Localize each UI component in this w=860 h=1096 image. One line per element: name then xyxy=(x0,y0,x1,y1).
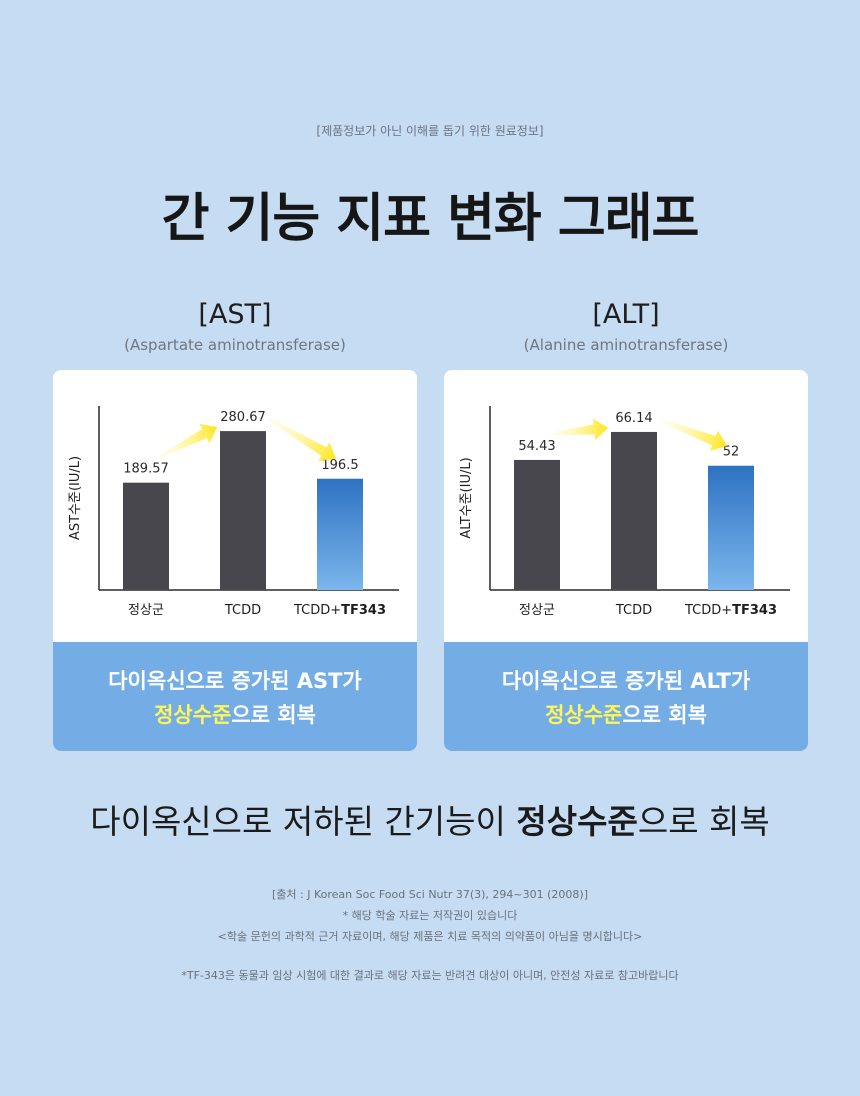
ast-caption-rest: 으로 회복 xyxy=(231,703,316,727)
alt-trend-arrow-down xyxy=(659,418,727,451)
alt-category-label-2: TCDD xyxy=(615,603,652,618)
alt-bar-chart: ALT수준(IU/L) 54.43 정상군 66.14 TCDD 52 TCDD+TF343 xyxy=(459,406,790,618)
ast-caption: 다이옥신으로 증가된 AST가 정상수준으로 회복 xyxy=(53,642,417,751)
alt-caption-line1: 다이옥신으로 증가된 ALT가 xyxy=(501,669,751,693)
ast-bar-1 xyxy=(123,482,169,590)
alt-caption-line2: 정상수준으로 회복 xyxy=(444,698,808,732)
ast-category-label-2: TCDD xyxy=(224,603,261,618)
alt-bar-3 xyxy=(708,465,754,590)
ast-caption-line2: 정상수준으로 회복 xyxy=(53,698,417,732)
alt-caption-highlight: 정상수준 xyxy=(545,703,623,727)
alt-value-label-2: 66.14 xyxy=(615,411,652,426)
alt-chart-header: [ALT] (Alanine aminotransferase) xyxy=(444,298,808,354)
alt-label: [ALT] xyxy=(592,299,660,330)
ast-trend-arrow-up xyxy=(159,423,218,459)
alt-y-axis-label: ALT수준(IU/L) xyxy=(459,457,474,538)
alt-trend-arrow-up xyxy=(550,418,608,441)
reference-source: [출처 : J Korean Soc Food Sci Nutr 37(3), … xyxy=(271,888,588,901)
alt-category-label-1: 정상군 xyxy=(519,603,555,618)
ast-chart-card: AST수준(IU/L) 189.57 정상군 280.67 TCDD 196.5 TCDD+… xyxy=(53,370,417,751)
page-title: 간 기능 지표 변화 그래프 xyxy=(161,189,700,249)
alt-bar-1 xyxy=(514,459,560,590)
alt-bar-2 xyxy=(611,431,657,590)
ast-value-label-3: 196.5 xyxy=(321,458,358,473)
ast-sublabel: (Aspartate aminotransferase) xyxy=(124,336,346,354)
summary-bold: 정상수준 xyxy=(516,802,638,841)
reference-footnote: *TF-343은 동물과 임상 시험에 대한 결과로 해당 자료는 반려견 대상… xyxy=(181,969,679,982)
summary-suffix: 으로 회복 xyxy=(637,802,770,841)
alt-caption: 다이옥신으로 증가된 ALT가 정상수준으로 회복 xyxy=(444,642,808,751)
reference-copyright: * 해당 학술 자료는 저작권이 있습니다 xyxy=(342,909,518,922)
ast-value-label-1: 189.57 xyxy=(123,462,169,477)
reference-notice: <학술 문헌의 과학적 근거 자료이며, 해당 제품은 치료 목적의 의약품이 … xyxy=(217,930,643,943)
ast-trend-arrow-down xyxy=(268,417,337,462)
ast-caption-highlight: 정상수준 xyxy=(154,703,232,727)
ast-chart-header: [AST] (Aspartate aminotransferase) xyxy=(53,298,417,354)
alt-category-label-3: TCDD+TF343 xyxy=(684,603,777,618)
alt-sublabel: (Alanine aminotransferase) xyxy=(523,336,729,354)
alt-chart-card: ALT수준(IU/L) 54.43 정상군 66.14 TCDD 52 TCDD+TF343… xyxy=(444,370,808,751)
disclaimer-top: [제품정보가 아닌 이해를 돕기 위한 원료정보] xyxy=(316,124,544,138)
ast-value-label-2: 280.67 xyxy=(220,410,266,425)
ast-caption-line1: 다이옥신으로 증가된 AST가 xyxy=(108,669,362,693)
alt-value-label-3: 52 xyxy=(723,445,740,460)
ast-y-axis-label: AST수준(IU/L) xyxy=(68,456,83,540)
summary-prefix: 다이옥신으로 저하된 간기능이 xyxy=(90,802,517,841)
summary-statement: 다이옥신으로 저하된 간기능이 정상수준으로 회복 xyxy=(0,795,860,843)
references: [출처 : J Korean Soc Food Sci Nutr 37(3), … xyxy=(0,884,860,986)
alt-value-label-1: 54.43 xyxy=(518,439,555,454)
ast-bar-chart: AST수준(IU/L) 189.57 정상군 280.67 TCDD 196.5 TCDD+… xyxy=(68,406,399,618)
alt-caption-rest: 으로 회복 xyxy=(622,703,707,727)
ast-category-label-1: 정상군 xyxy=(128,603,164,618)
ast-label: [AST] xyxy=(198,299,272,330)
ast-bar-2 xyxy=(220,431,266,590)
ast-category-label-3: TCDD+TF343 xyxy=(293,603,386,618)
ast-bar-3 xyxy=(317,478,363,590)
